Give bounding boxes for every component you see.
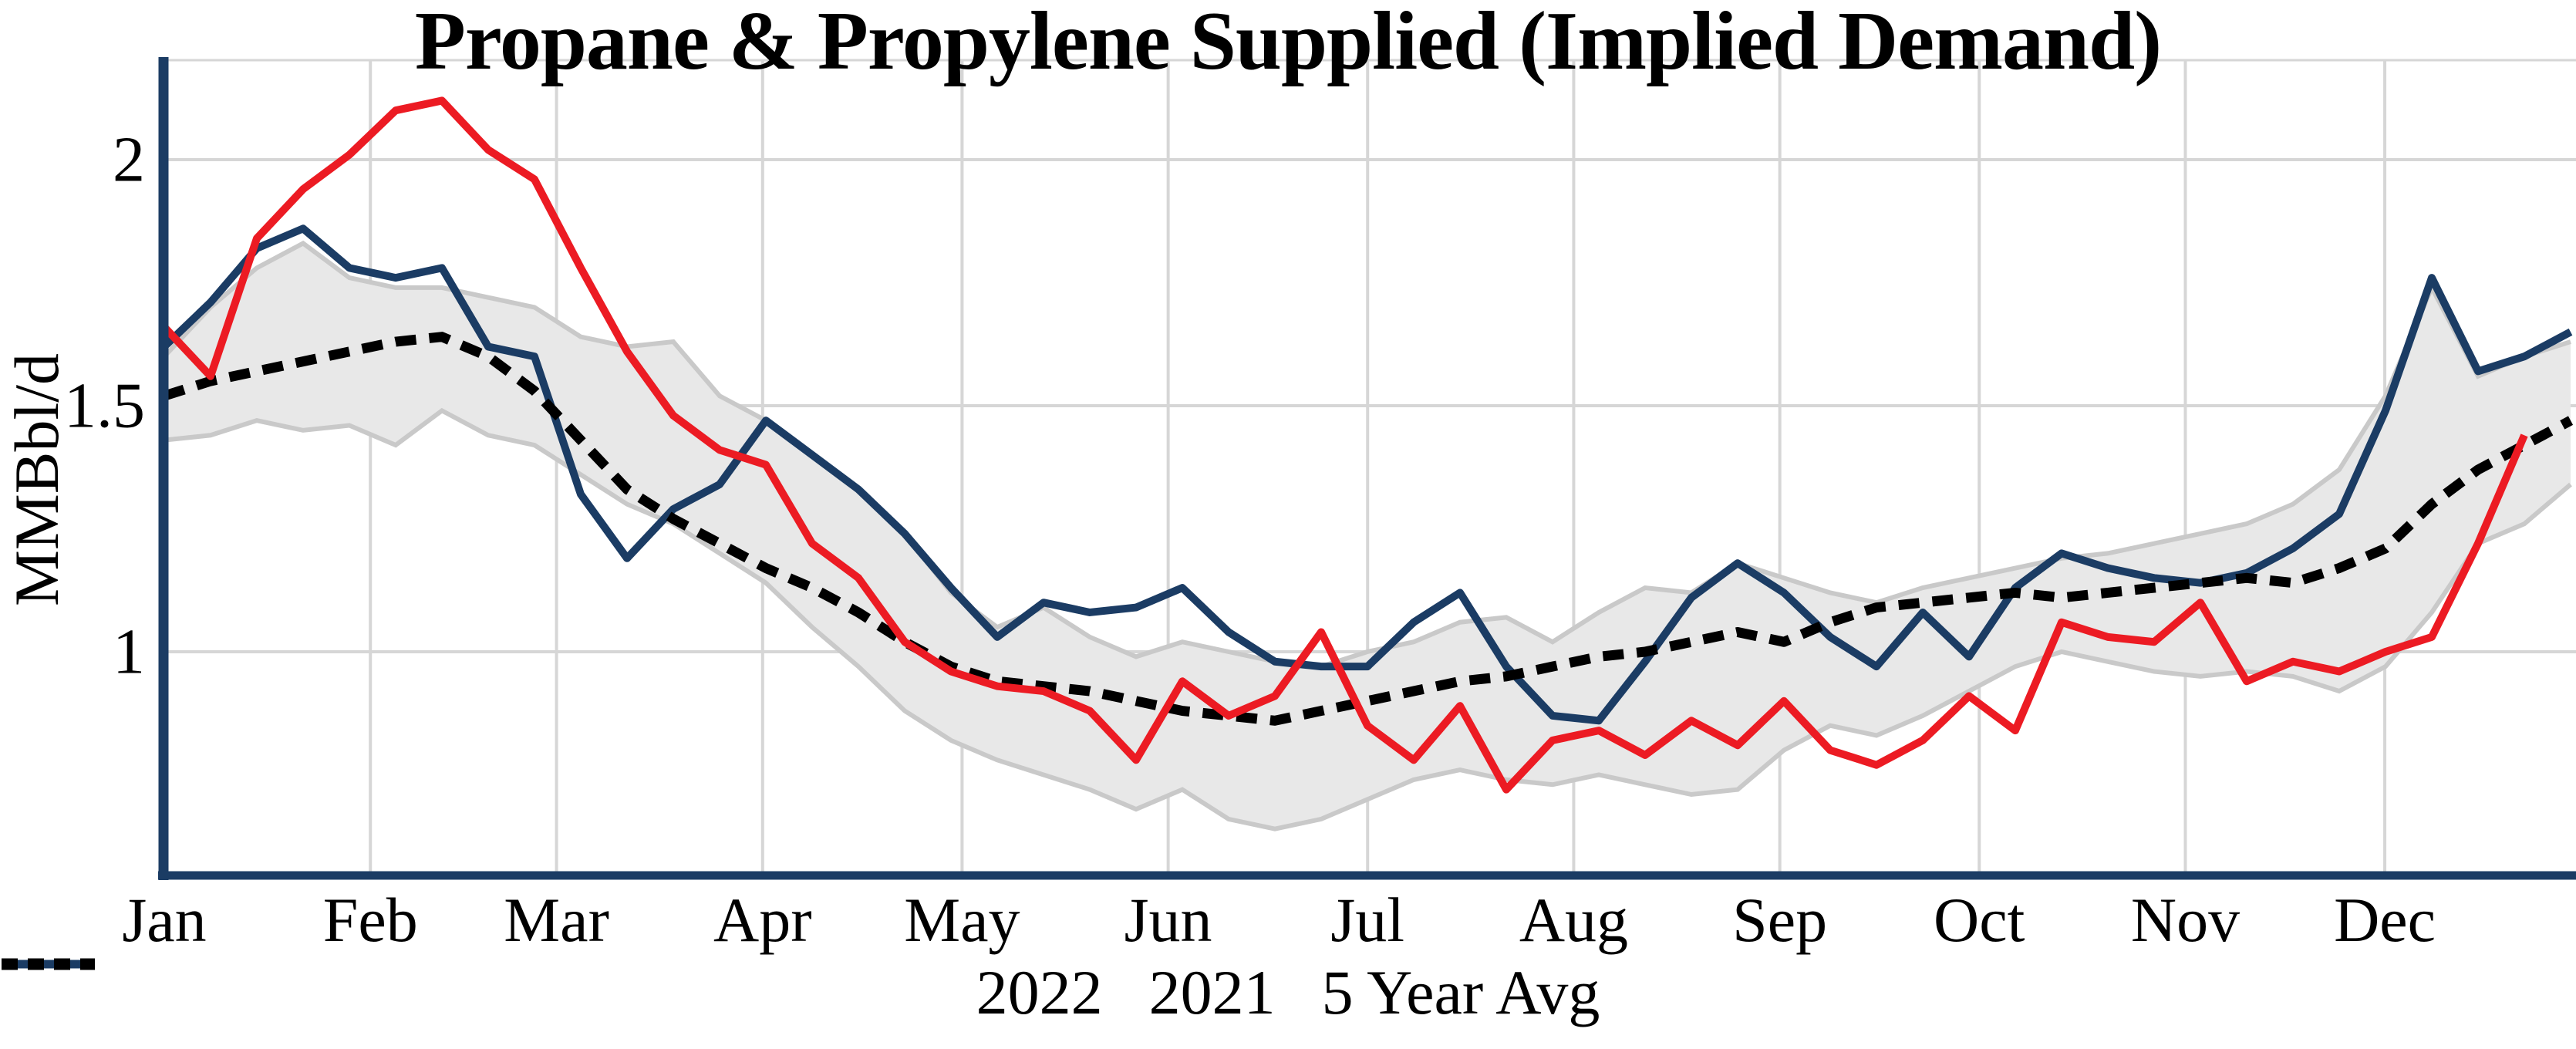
- x-tick-label-dec: Dec: [2334, 885, 2436, 955]
- legend-label: 2021: [1148, 957, 1276, 1027]
- x-tick-label-feb: Feb: [322, 885, 418, 955]
- band-lower-edge: [164, 407, 2572, 831]
- series-line-2022: [161, 96, 2528, 794]
- y-tick-label: 1: [113, 616, 145, 688]
- y-tick-label: 2: [113, 123, 145, 196]
- five-year-range-band: [162, 240, 2572, 831]
- x-tick-label-jan: Jan: [122, 885, 207, 955]
- x-tick-label-apr: Apr: [713, 885, 812, 955]
- x-tick-label-jul: Jul: [1330, 885, 1405, 955]
- legend-item-2022: 2022: [2, 956, 1103, 1029]
- y-tick-label: 1.5: [64, 369, 145, 442]
- series-line-5-year-avg: [163, 332, 2574, 726]
- legend-label: 5 Year Avg: [1321, 957, 1600, 1027]
- legend: 2022 2021 5 Year Avg: [0, 956, 2576, 1029]
- x-tick-label-sep: Sep: [1732, 885, 1828, 955]
- x-tick-label-may: May: [904, 885, 1020, 955]
- x-tick-label-aug: Aug: [1519, 885, 1629, 955]
- axis-spines: [158, 57, 2576, 880]
- five-year-band-fill: [164, 243, 2571, 829]
- series-line-2021: [161, 224, 2573, 725]
- x-tick-label-jun: Jun: [1124, 885, 1212, 955]
- legend-item-5-year-avg: 5 Year Avg: [2, 956, 1600, 1029]
- legend-item-2021: 2021: [2, 956, 1276, 1029]
- legend-label: 2022: [976, 957, 1103, 1027]
- x-tick-label-oct: Oct: [1934, 885, 2025, 955]
- band-upper-edge: [162, 240, 2571, 670]
- page-title: Propane & Propylene Supplied (Implied De…: [414, 0, 2162, 87]
- x-tick-label-mar: Mar: [504, 885, 609, 955]
- data-series: [161, 96, 2574, 794]
- x-tick-label-nov: Nov: [2130, 885, 2241, 955]
- dotted-line-swatch-icon: [2, 958, 95, 970]
